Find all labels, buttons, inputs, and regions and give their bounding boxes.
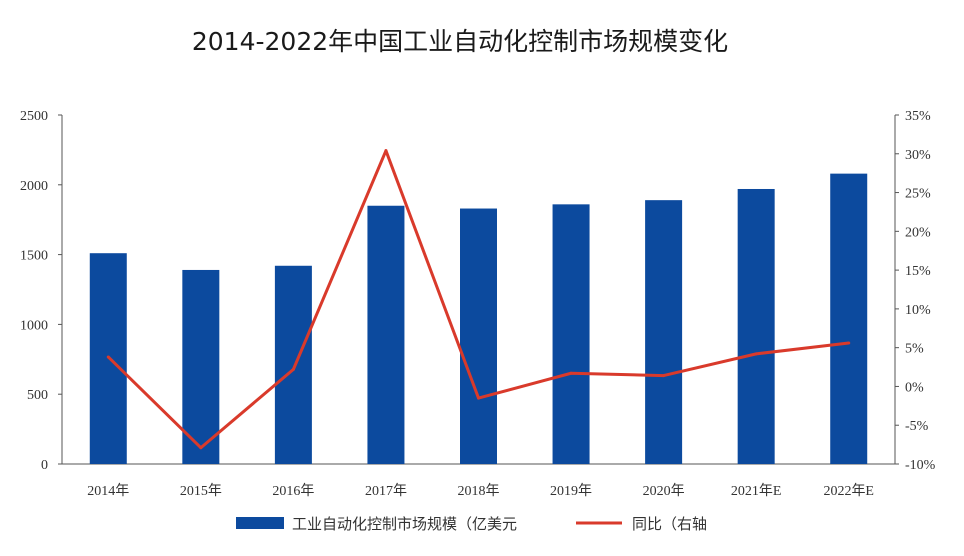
- y-tick-label-right: 35%: [905, 109, 931, 124]
- x-tick-label: 2022年E: [823, 483, 874, 499]
- line-point: [754, 352, 758, 356]
- legend-bar-label: 工业自动化控制市场规模（亿美元: [292, 515, 517, 533]
- y-tick-label-left: 2500: [20, 109, 48, 124]
- y-tick-label-left: 1500: [20, 249, 48, 264]
- line-point: [384, 149, 388, 153]
- bar-series: [89, 173, 868, 465]
- y-tick-label-right: 20%: [905, 225, 931, 240]
- x-tick-label: 2020年: [643, 483, 685, 499]
- x-tick-label: 2014年: [87, 483, 129, 499]
- x-tick-label: 2021年E: [731, 483, 782, 499]
- y-tick-label-right: 25%: [905, 187, 931, 202]
- y-tick-label-right: 30%: [905, 148, 931, 163]
- x-tick-label: 2015年: [180, 483, 222, 499]
- bar: [460, 208, 497, 464]
- line-point: [106, 355, 110, 359]
- bar: [274, 265, 312, 464]
- line-point: [847, 341, 851, 345]
- line-series: [106, 149, 851, 450]
- line-point: [662, 374, 666, 378]
- y-tick-label-right: 0%: [905, 380, 924, 395]
- x-tick-label: 2016年: [272, 483, 314, 499]
- y-tick-label-left: 2000: [20, 179, 48, 194]
- y-tick-label-left: 0: [41, 458, 48, 473]
- y-ticks-right: -10% -5% 0% 5% 10% 15% 20% 25% 30% 35%: [895, 109, 936, 473]
- y-ticks-left: 0 500 1000 1500 2000 2500: [20, 109, 62, 473]
- y-tick-label-left: 500: [27, 388, 48, 403]
- chart-title: 2014-2022年中国工业自动化控制市场规模变化: [192, 27, 728, 56]
- legend-line-label: 同比（右轴: [632, 515, 707, 533]
- y-tick-label-right: -10%: [905, 458, 936, 473]
- bar: [552, 204, 590, 464]
- x-ticks: 2014年 2015年 2016年 2017年 2018年 2019年 2020年 2021年…: [87, 483, 874, 499]
- x-tick-label: 2018年: [458, 483, 500, 499]
- y-tick-label-left: 1000: [20, 318, 48, 333]
- y-tick-label-right: -5%: [905, 419, 929, 434]
- x-tick-label: 2019年: [550, 483, 592, 499]
- y-tick-label-right: 10%: [905, 303, 931, 318]
- y-tick-label-right: 15%: [905, 264, 931, 279]
- line-point: [199, 446, 203, 450]
- bar: [645, 200, 683, 464]
- bar: [737, 188, 775, 464]
- legend-bar-swatch: [236, 517, 284, 529]
- bar: [830, 173, 868, 464]
- line-point: [477, 396, 480, 400]
- legend: 工业自动化控制市场规模（亿美元 同比（右轴: [236, 515, 707, 533]
- y-tick-label-right: 5%: [905, 342, 924, 357]
- line-point: [569, 371, 573, 375]
- line-point: [291, 367, 295, 371]
- bar: [182, 269, 220, 464]
- x-tick-label: 2017年: [365, 483, 407, 499]
- bar: [367, 205, 405, 465]
